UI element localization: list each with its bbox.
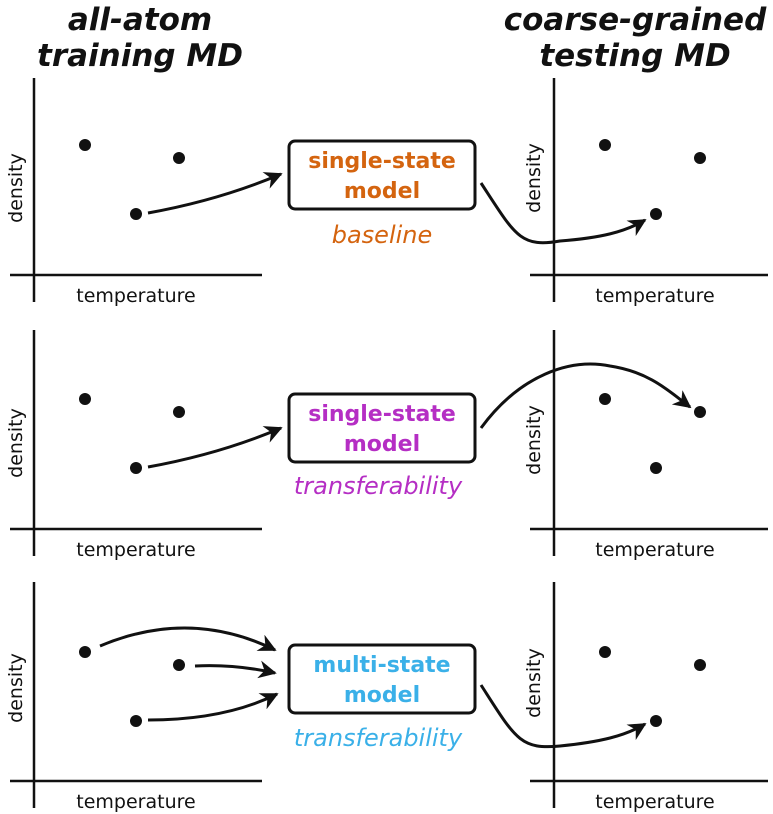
- data-point: [79, 393, 91, 405]
- model-box: [287, 392, 477, 464]
- data-point: [173, 152, 185, 164]
- left-heading-line-1: all-atom: [68, 2, 212, 38]
- y-axis-label: density: [5, 153, 27, 223]
- plot-axes: [10, 330, 262, 556]
- model-caption: transferability: [294, 472, 463, 500]
- testing-plot-1: density temperature: [523, 78, 768, 307]
- row-2: density temperature single-state model t…: [5, 330, 768, 561]
- right-heading-line-1: coarse-grained: [504, 2, 767, 38]
- data-point: [173, 406, 185, 418]
- data-point: [694, 659, 706, 671]
- model-box-1: single-state model: [287, 139, 477, 211]
- data-point: [650, 462, 662, 474]
- row-3: density temperature multi-state model tr…: [5, 582, 768, 813]
- model-label-line-1: single-state: [308, 149, 456, 174]
- plot-axes: [530, 330, 768, 556]
- plot-axes: [10, 78, 262, 302]
- y-axis-label: density: [5, 653, 27, 723]
- arrow-to-model: [147, 692, 279, 722]
- model-caption: baseline: [332, 221, 433, 249]
- data-point: [650, 208, 662, 220]
- y-axis-label: density: [5, 408, 27, 478]
- testing-plot-3: density temperature: [523, 582, 768, 813]
- data-point: [130, 208, 142, 220]
- model-label-line-2: model: [344, 683, 420, 708]
- model-box: [287, 643, 477, 715]
- x-axis-label: temperature: [76, 539, 195, 561]
- y-axis-label: density: [523, 405, 545, 475]
- plot-axes: [530, 78, 768, 302]
- left-heading-line-2: training MD: [37, 38, 243, 74]
- y-axis-label: density: [523, 143, 545, 213]
- data-point: [599, 139, 611, 151]
- model-label-line-1: single-state: [308, 402, 456, 427]
- x-axis-label: temperature: [76, 285, 195, 307]
- data-point: [650, 715, 662, 727]
- arrow-to-model: [99, 626, 277, 652]
- x-axis-label: temperature: [595, 539, 714, 561]
- model-label-line-2: model: [344, 179, 420, 204]
- x-axis-label: temperature: [595, 791, 714, 813]
- x-axis-label: temperature: [595, 285, 714, 307]
- plot-axes: [10, 582, 262, 808]
- data-point: [599, 646, 611, 658]
- model-box-2: single-state model: [287, 392, 477, 464]
- arrow-to-test: [479, 362, 692, 429]
- model-box-3: multi-state model: [287, 643, 477, 715]
- data-point: [694, 406, 706, 418]
- row-1: density temperature single-state model b…: [5, 78, 768, 307]
- arrow-to-model: [147, 172, 283, 215]
- data-point: [79, 139, 91, 151]
- data-point: [130, 715, 142, 727]
- data-point: [79, 646, 91, 658]
- right-heading-line-2: testing MD: [539, 38, 730, 74]
- arrow-to-model: [147, 426, 283, 469]
- data-point: [130, 462, 142, 474]
- data-point: [694, 152, 706, 164]
- data-point: [599, 393, 611, 405]
- training-plot-3: density temperature: [5, 582, 262, 813]
- data-point: [173, 659, 185, 671]
- model-label-line-2: model: [344, 432, 420, 457]
- testing-plot-2: density temperature: [523, 330, 768, 561]
- plot-axes: [530, 582, 768, 808]
- model-caption: transferability: [294, 724, 463, 752]
- model-label-line-1: multi-state: [313, 653, 450, 678]
- training-plot-2: density temperature: [5, 330, 262, 561]
- arrow-to-model: [194, 660, 277, 679]
- model-box: [287, 139, 477, 211]
- arrow-to-test: [479, 684, 647, 749]
- y-axis-label: density: [523, 648, 545, 718]
- x-axis-label: temperature: [76, 791, 195, 813]
- training-plot-1: density temperature: [5, 78, 262, 307]
- arrow-to-test: [479, 182, 647, 245]
